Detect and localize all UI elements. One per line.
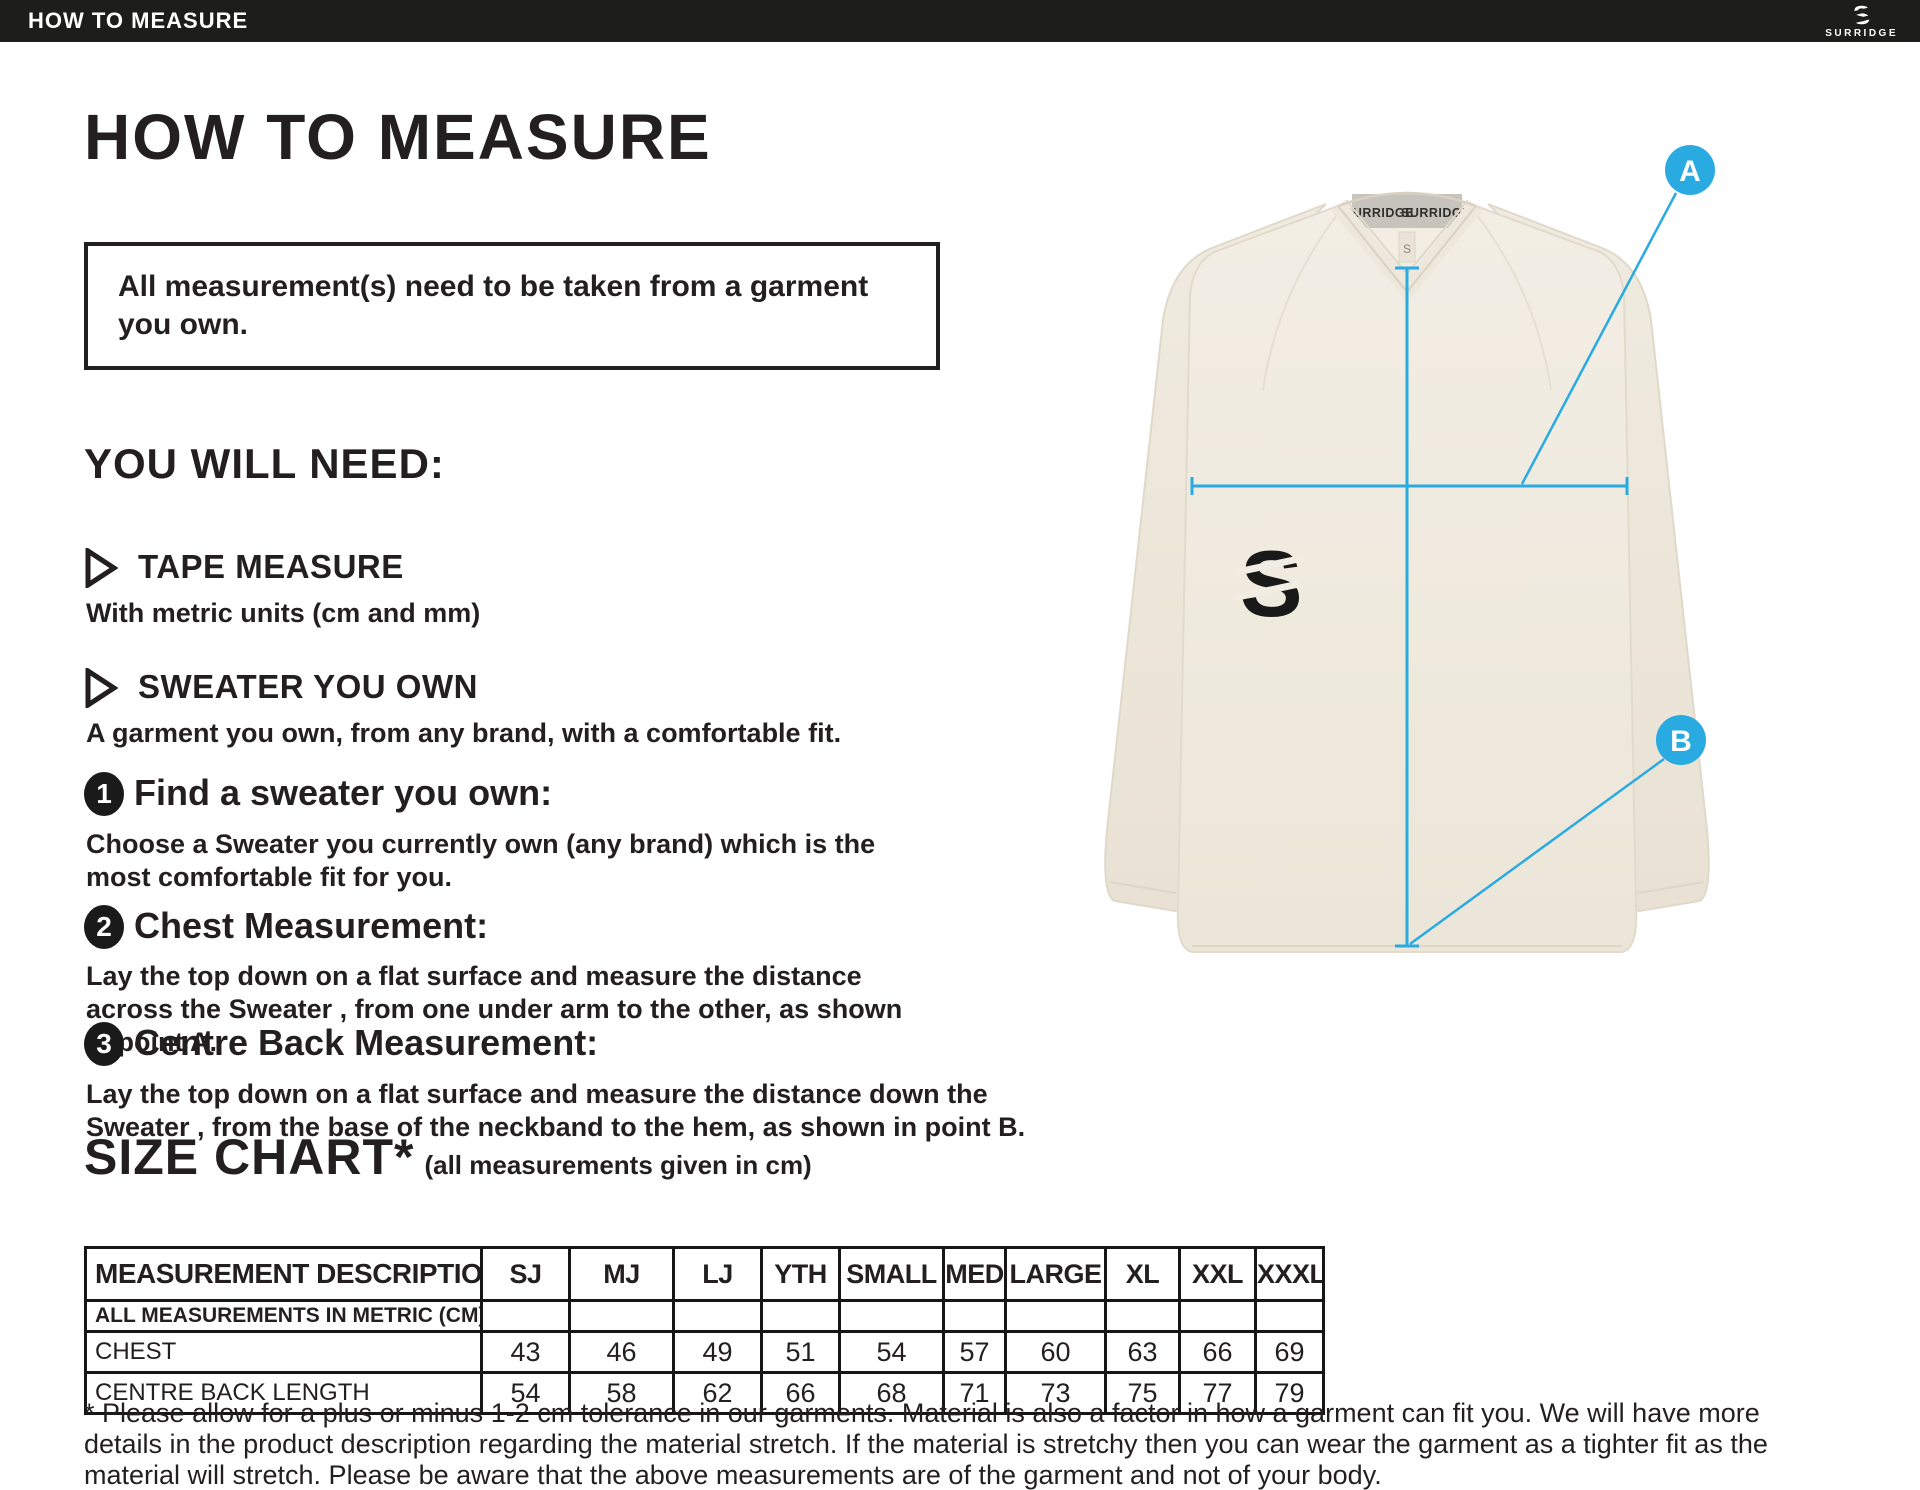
cell: 46 [568, 1330, 675, 1374]
size-chart-footnote: * Please allow for a plus or minus 1-2 c… [84, 1398, 1768, 1490]
step-1-description: Choose a Sweater you currently own (any … [86, 829, 876, 892]
cell: 60 [1004, 1330, 1107, 1374]
item-title-tape-measure: TAPE MEASURE [138, 548, 404, 585]
you-will-need-heading: YOU WILL NEED: [84, 440, 445, 487]
pointer-line-b [1409, 757, 1665, 946]
item-desc-tape-measure: With metric units (cm and mm) [86, 598, 481, 628]
point-a-marker: A [1665, 145, 1715, 195]
size-chart-table: MEASUREMENT DESCRIPTION SJ MJ LJ YTH SMA… [84, 1246, 1325, 1415]
header-title: HOW TO MEASURE [28, 8, 249, 33]
cell: 43 [480, 1330, 571, 1374]
surridge-s-icon: S [1849, 2, 1877, 28]
step-1-title: Find a sweater you own: [134, 772, 553, 813]
size-chart-heading: SIZE CHART* (all measurements given in c… [84, 1128, 812, 1186]
cell: 54 [838, 1330, 945, 1374]
table-row: CENTRE BACK LENGTH 54 58 62 66 68 71 73 … [84, 1371, 1325, 1415]
triangle-icon [84, 546, 119, 593]
table-row: ALL MEASUREMENTS IN METRIC (CM) [84, 1299, 1325, 1333]
measurement-lines [1190, 192, 1678, 948]
column-header: MJ [568, 1246, 675, 1302]
note-text: All measurement(s) need to be taken from… [118, 270, 869, 341]
cell: 79 [1254, 1371, 1325, 1415]
row-label: CHEST [84, 1330, 483, 1374]
triangle-icon [84, 666, 119, 713]
column-header: LJ [672, 1246, 763, 1302]
neck-label [1352, 194, 1462, 228]
cell: 75 [1104, 1371, 1181, 1415]
pointer-line-a [1520, 192, 1678, 485]
step-3-title: Centre Back Measurement: [134, 1022, 599, 1063]
sweater-measurement-diagram: SURRIDGE SURRIDGE S S [1104, 145, 1715, 953]
step-2-description: Lay the top down on a flat surface and m… [86, 961, 903, 1057]
size-chart-subtitle: (all measurements given in cm) [424, 1150, 812, 1180]
cell: 49 [672, 1330, 763, 1374]
cell: 77 [1178, 1371, 1257, 1415]
cell: 54 [480, 1371, 571, 1415]
step-3-badge: 3 [84, 1022, 124, 1066]
brand-name: SURRIDGE [1825, 28, 1898, 39]
cell: 71 [942, 1371, 1007, 1415]
size-chart-table-wrap: MEASUREMENT DESCRIPTION SJ MJ LJ YTH SMA… [84, 1246, 1325, 1415]
column-header: MED [942, 1246, 1007, 1302]
cell: 66 [760, 1371, 841, 1415]
column-header: SMALL [838, 1246, 945, 1302]
table-row: CHEST 43 46 49 51 54 57 60 63 66 69 [84, 1330, 1325, 1374]
column-header: SJ [480, 1246, 571, 1302]
header-bar: HOW TO MEASURE S SURRIDGE [0, 0, 1920, 42]
care-label [1398, 231, 1416, 263]
column-header: XXL [1178, 1246, 1257, 1302]
cell: 69 [1254, 1330, 1325, 1374]
step-1-badge: 1 [84, 772, 124, 816]
note-box: All measurement(s) need to be taken from… [84, 242, 940, 370]
size-chart-title: SIZE CHART* [84, 1129, 415, 1185]
neck-label-text: SURRIDGE [1344, 206, 1414, 220]
cell: 62 [672, 1371, 763, 1415]
column-header: XL [1104, 1246, 1181, 1302]
row-label: CENTRE BACK LENGTH [84, 1371, 483, 1415]
item-desc-sweater: A garment you own, from any brand, with … [86, 718, 842, 748]
row-label: ALL MEASUREMENTS IN METRIC (CM) [84, 1299, 483, 1333]
care-label-mark: S [1403, 242, 1411, 256]
svg-text:B: B [1670, 725, 1692, 758]
page-title: HOW TO MEASURE [84, 101, 712, 173]
point-b-marker: B [1656, 715, 1706, 765]
cell: 58 [568, 1371, 675, 1415]
column-header: XXXL [1254, 1246, 1325, 1302]
table-header-row: MEASUREMENT DESCRIPTION SJ MJ LJ YTH SMA… [84, 1246, 1325, 1302]
step-2-badge: 2 [84, 905, 124, 949]
cell: 51 [760, 1330, 841, 1374]
brand-logo: S SURRIDGE [1825, 2, 1898, 39]
step-3-description: Lay the top down on a flat surface and m… [86, 1079, 1026, 1142]
cell: 57 [942, 1330, 1007, 1374]
column-header: LARGE [1004, 1246, 1107, 1302]
column-header: MEASUREMENT DESCRIPTION [84, 1246, 483, 1302]
surridge-chest-logo-icon: S [1232, 531, 1305, 636]
column-header: YTH [760, 1246, 841, 1302]
cell: 63 [1104, 1330, 1181, 1374]
cell: 73 [1004, 1371, 1107, 1415]
step-2-title: Chest Measurement: [134, 905, 489, 946]
cell: 66 [1178, 1330, 1257, 1374]
cell: 68 [838, 1371, 945, 1415]
svg-text:A: A [1679, 155, 1701, 188]
item-title-sweater: SWEATER YOU OWN [138, 668, 478, 705]
